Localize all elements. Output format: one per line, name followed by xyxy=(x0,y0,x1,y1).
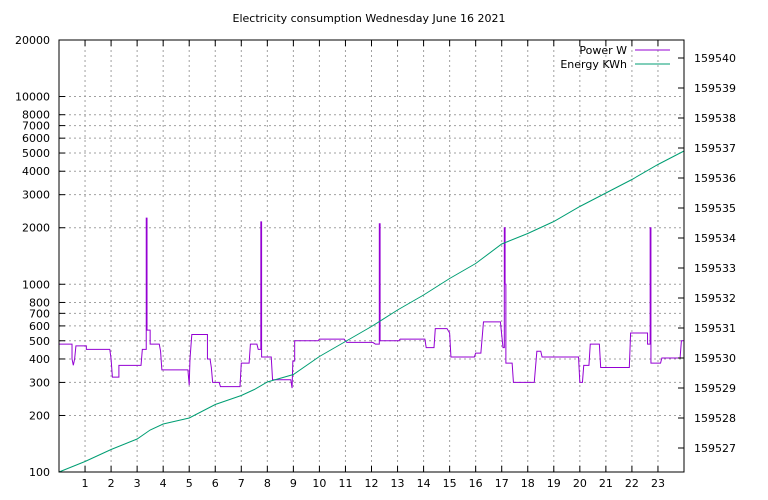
y2-tick-label: 159538 xyxy=(694,112,736,125)
x-tick-label: 19 xyxy=(547,477,561,490)
y-tick-label: 600 xyxy=(29,320,50,333)
y-tick-label: 1000 xyxy=(22,278,50,291)
y2-tick-label: 159529 xyxy=(694,382,736,395)
x-tick-label: 2 xyxy=(108,477,115,490)
ticks: 1 2 3 4 5 6 7 8 9 10 11 12 13 14 15 16 17 18 19 20 21 22 23100… xyxy=(15,34,736,490)
y-tick-label: 8000 xyxy=(22,109,50,122)
y-tick-label: 4000 xyxy=(22,165,50,178)
y2-tick-label: 159535 xyxy=(694,202,736,215)
y2-tick-label: 159539 xyxy=(694,82,736,95)
x-tick-label: 22 xyxy=(625,477,639,490)
y2-tick-label: 159533 xyxy=(694,262,736,275)
y-tick-label: 7000 xyxy=(22,120,50,133)
x-tick-label: 8 xyxy=(264,477,271,490)
x-tick-label: 14 xyxy=(417,477,431,490)
x-tick-label: 23 xyxy=(651,477,665,490)
x-tick-label: 21 xyxy=(599,477,613,490)
y2-tick-label: 159540 xyxy=(694,52,736,65)
x-tick-label: 6 xyxy=(212,477,219,490)
legend-label-energy: Energy KWh xyxy=(560,58,627,71)
y2-tick-label: 159537 xyxy=(694,142,736,155)
y2-tick-label: 159536 xyxy=(694,172,736,185)
series-line-energy-kwh xyxy=(58,150,685,473)
x-tick-label: 18 xyxy=(521,477,535,490)
x-tick-label: 13 xyxy=(391,477,405,490)
x-tick-label: 7 xyxy=(238,477,245,490)
x-tick-label: 4 xyxy=(160,477,167,490)
y-tick-label: 6000 xyxy=(22,132,50,145)
x-tick-label: 11 xyxy=(338,477,352,490)
y-tick-label: 5000 xyxy=(22,147,50,160)
y-tick-label: 100 xyxy=(29,466,50,479)
x-tick-label: 1 xyxy=(82,477,89,490)
y-tick-label: 500 xyxy=(29,335,50,348)
x-tick-label: 12 xyxy=(365,477,379,490)
y-tick-label: 2000 xyxy=(22,222,50,235)
legend: Power W Energy KWh xyxy=(560,44,670,71)
y2-tick-label: 159528 xyxy=(694,412,736,425)
x-tick-label: 15 xyxy=(443,477,457,490)
x-tick-label: 3 xyxy=(134,477,141,490)
y-tick-label: 400 xyxy=(29,353,50,366)
y-tick-label: 20000 xyxy=(15,34,50,47)
y-tick-label: 3000 xyxy=(22,189,50,202)
y-tick-label: 200 xyxy=(29,409,50,422)
y2-tick-label: 159534 xyxy=(694,232,736,245)
x-tick-label: 17 xyxy=(495,477,509,490)
x-tick-label: 20 xyxy=(573,477,587,490)
y2-tick-label: 159532 xyxy=(694,292,736,305)
y-tick-label: 300 xyxy=(29,376,50,389)
y2-tick-label: 159530 xyxy=(694,352,736,365)
y-tick-label: 10000 xyxy=(15,91,50,104)
x-tick-label: 5 xyxy=(186,477,193,490)
series-line-power-w xyxy=(59,217,684,389)
y2-tick-label: 159531 xyxy=(694,322,736,335)
y-tick-label: 700 xyxy=(29,307,50,320)
x-tick-label: 10 xyxy=(312,477,326,490)
legend-label-power: Power W xyxy=(579,44,627,57)
y2-tick-label: 159527 xyxy=(694,442,736,455)
y-tick-label: 800 xyxy=(29,296,50,309)
series-layer xyxy=(58,150,685,473)
grid xyxy=(59,40,684,472)
chart-title: Electricity consumption Wednesday June 1… xyxy=(233,12,506,25)
x-tick-label: 16 xyxy=(469,477,483,490)
x-tick-label: 9 xyxy=(290,477,297,490)
